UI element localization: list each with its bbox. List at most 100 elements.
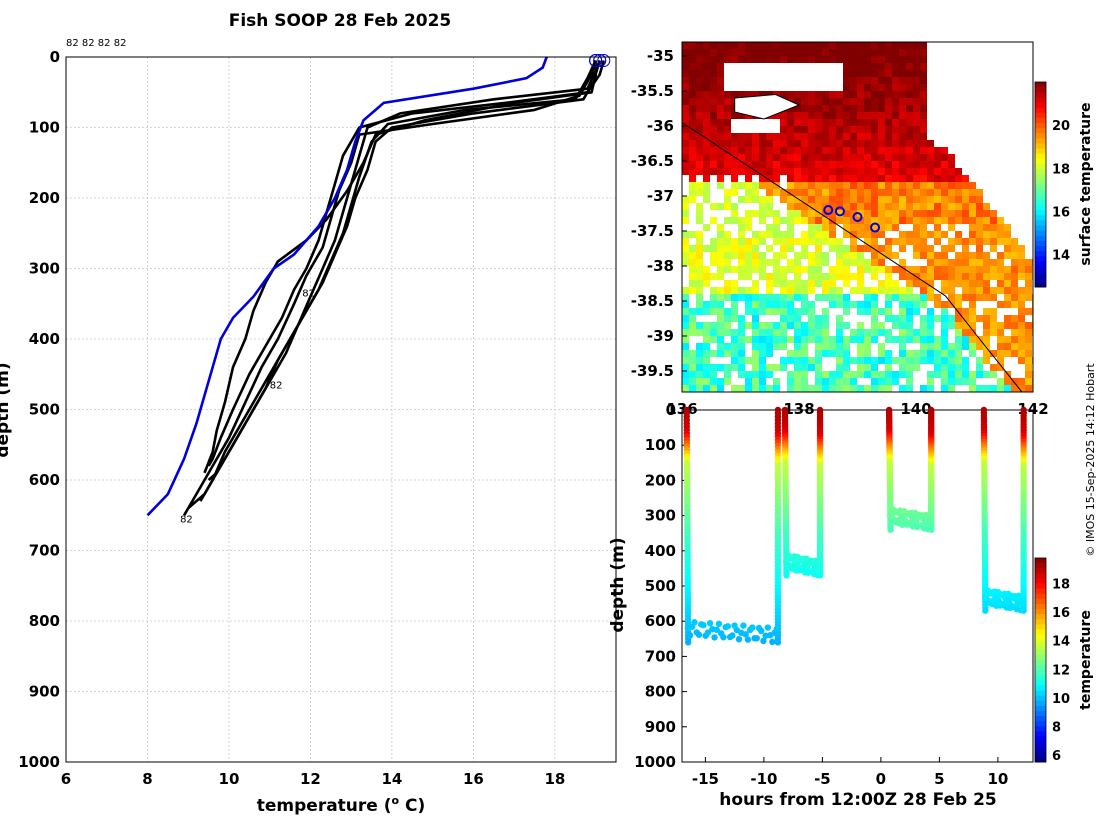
sst-cell <box>682 343 689 350</box>
sst-cell <box>808 168 815 175</box>
sst-cell <box>864 294 871 301</box>
sst-cell <box>836 105 843 112</box>
sst-cell <box>829 147 836 154</box>
sst-cell <box>948 217 955 224</box>
time-y-tick-label: 100 <box>645 436 676 454</box>
sst-cell <box>794 196 801 203</box>
sst-cell <box>745 224 752 231</box>
colorbar-step <box>1035 583 1046 590</box>
sst-cell <box>689 315 696 322</box>
sst-cell <box>920 315 927 322</box>
sst-cell <box>850 238 857 245</box>
colorbar-frame <box>1034 81 1047 288</box>
sst-cell <box>752 161 759 168</box>
sst-cell <box>808 105 815 112</box>
sst-cell <box>724 238 731 245</box>
sst-cell <box>689 42 696 49</box>
sst-cell <box>836 175 843 182</box>
sst-cell <box>815 42 822 49</box>
sst-cell <box>899 196 906 203</box>
sst-cell <box>892 266 899 273</box>
sst-cell <box>836 315 843 322</box>
sst-cell <box>731 182 738 189</box>
sst-cell <box>892 147 899 154</box>
sst-cell <box>787 161 794 168</box>
sst-cell <box>738 168 745 175</box>
sst-cell <box>843 231 850 238</box>
sst-cell <box>878 322 885 329</box>
sst-cell <box>689 105 696 112</box>
sst-cell <box>731 238 738 245</box>
sst-cell <box>990 266 997 273</box>
sst-cell <box>836 168 843 175</box>
sst-cell <box>822 273 829 280</box>
sst-cell <box>906 294 913 301</box>
sst-cell <box>815 203 822 210</box>
sst-cell <box>976 315 983 322</box>
sst-cell <box>822 343 829 350</box>
sst-cell <box>906 315 913 322</box>
sst-cell <box>808 140 815 147</box>
sst-cell <box>682 378 689 385</box>
sst-cell <box>899 245 906 252</box>
sst-cell <box>962 357 969 364</box>
sst-cell <box>801 203 808 210</box>
sst-cell <box>843 70 850 77</box>
sst-cell <box>1011 280 1018 287</box>
sst-cell <box>738 252 745 259</box>
sst-cell <box>724 98 731 105</box>
sst-cell <box>696 133 703 140</box>
sst-cell <box>717 336 724 343</box>
time-x-tick-label: 10 <box>987 770 1008 788</box>
sst-cell <box>941 259 948 266</box>
sst-cell <box>682 161 689 168</box>
sst-cell <box>878 119 885 126</box>
sst-cell <box>766 329 773 336</box>
sst-cell <box>745 287 752 294</box>
sst-cell <box>920 63 927 70</box>
sst-cell <box>983 280 990 287</box>
sst-cell <box>682 63 689 70</box>
sst-cell <box>752 343 759 350</box>
sst-cell <box>815 322 822 329</box>
sst-cell <box>815 175 822 182</box>
sst-cell <box>815 168 822 175</box>
colorbar-step <box>1035 261 1046 267</box>
sst-cell <box>885 364 892 371</box>
sst-cell <box>731 217 738 224</box>
y-tick-label: 800 <box>29 612 60 630</box>
sst-cell <box>759 91 766 98</box>
sst-cell <box>794 182 801 189</box>
sst-cell <box>906 273 913 280</box>
sst-cell <box>1018 357 1025 364</box>
sst-cell <box>885 203 892 210</box>
sst-cell <box>822 322 829 329</box>
sst-cell <box>871 329 878 336</box>
sst-cell <box>941 343 948 350</box>
sst-cell <box>1018 343 1025 350</box>
sst-cell <box>871 42 878 49</box>
sst-cell <box>871 196 878 203</box>
sst-cell <box>794 126 801 133</box>
sst-cell <box>878 168 885 175</box>
sst-cell <box>766 231 773 238</box>
sst-cell <box>850 203 857 210</box>
sst-cell <box>696 84 703 91</box>
sst-cell <box>899 238 906 245</box>
sst-cell <box>724 329 731 336</box>
sst-cell <box>976 280 983 287</box>
sst-cell <box>703 112 710 119</box>
sst-cell <box>934 203 941 210</box>
sst-cell <box>843 224 850 231</box>
sst-cell <box>738 385 745 392</box>
sst-cell <box>983 238 990 245</box>
sst-cell <box>822 147 829 154</box>
sst-cell <box>759 378 766 385</box>
sst-cell <box>752 245 759 252</box>
sst-cell <box>808 126 815 133</box>
sst-cell <box>864 161 871 168</box>
sst-cell <box>738 266 745 273</box>
sst-cell <box>927 196 934 203</box>
sst-cell <box>808 42 815 49</box>
colorbar-step <box>1035 695 1046 702</box>
